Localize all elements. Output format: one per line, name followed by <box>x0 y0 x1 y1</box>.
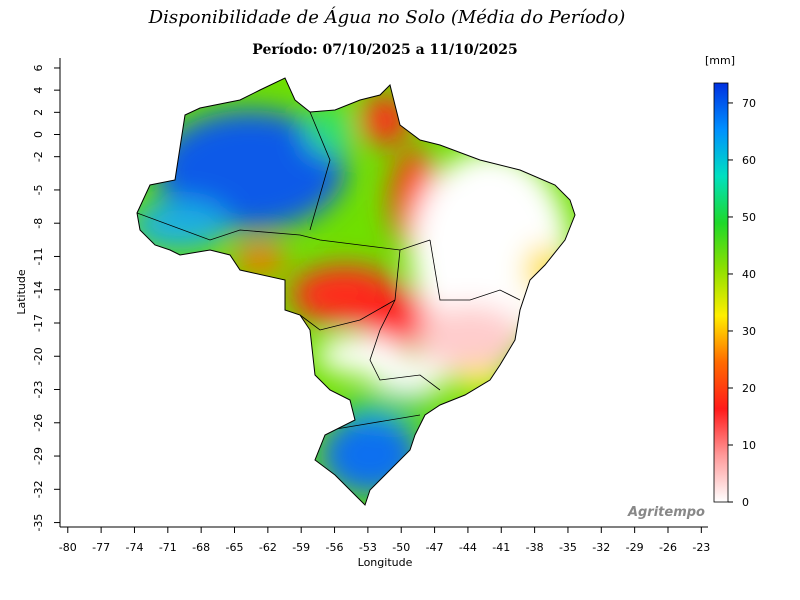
colorbar-unit: [mm] <box>705 54 735 67</box>
y-tick-label: -11 <box>32 247 45 265</box>
y-tick-label: -23 <box>32 381 45 399</box>
colorbar-tick-label: 40 <box>742 268 756 281</box>
title: Disponibilidade de Água no Solo (Média d… <box>148 5 626 28</box>
soil-water-field <box>137 78 575 505</box>
y-tick-label: 2 <box>32 109 45 116</box>
y-tick-label: -29 <box>32 447 45 465</box>
x-tick-label: -53 <box>359 541 377 554</box>
colorbar-tick-label: 30 <box>742 325 756 338</box>
x-tick-label: -44 <box>459 541 477 554</box>
x-axis-label: Longitude <box>358 556 413 569</box>
colorbar-tick-label: 60 <box>742 154 756 167</box>
x-tick-label: -41 <box>492 541 510 554</box>
y-tick-label: 0 <box>32 131 45 138</box>
y-tick-label: -20 <box>32 347 45 365</box>
colorbar-tick-label: 0 <box>742 496 749 509</box>
y-tick-label: 6 <box>32 64 45 71</box>
colorbar-tick-label: 10 <box>742 439 756 452</box>
x-tick-label: -80 <box>59 541 77 554</box>
x-tick-label: -23 <box>692 541 710 554</box>
y-tick-label: -35 <box>32 514 45 532</box>
y-tick-label: -14 <box>32 281 45 299</box>
x-tick-label: -59 <box>292 541 310 554</box>
x-tick-label: -71 <box>159 541 177 554</box>
colorbar-tick-label: 70 <box>742 97 756 110</box>
x-tick-label: -38 <box>526 541 544 554</box>
y-tick-label: 4 <box>32 87 45 94</box>
y-tick-label: -5 <box>32 184 45 195</box>
y-tick-label: -26 <box>32 414 45 432</box>
y-tick-label: -2 <box>32 151 45 162</box>
x-tick-label: -62 <box>259 541 277 554</box>
colorbar-tick-label: 50 <box>742 211 756 224</box>
x-tick-label: -29 <box>626 541 644 554</box>
x-tick-label: -56 <box>326 541 344 554</box>
country-outline <box>136 77 576 506</box>
subtitle: Período: 07/10/2025 a 11/10/2025 <box>252 42 517 58</box>
x-tick-label: -77 <box>92 541 110 554</box>
colorbar-tick-label: 20 <box>742 382 756 395</box>
y-tick-label: -8 <box>32 218 45 229</box>
x-tick-label: -65 <box>226 541 244 554</box>
x-tick-label: -74 <box>125 541 143 554</box>
y-tick-label: -17 <box>32 314 45 332</box>
x-tick-label: -68 <box>192 541 210 554</box>
y-axis-label: Latitude <box>15 269 28 315</box>
y-tick-label: -32 <box>32 480 45 498</box>
x-tick-label: -35 <box>559 541 577 554</box>
x-tick-label: -32 <box>592 541 610 554</box>
x-tick-label: -47 <box>426 541 444 554</box>
x-tick-label: -50 <box>392 541 410 554</box>
credit: Agritempo <box>627 505 705 520</box>
x-tick-label: -26 <box>659 541 677 554</box>
colorbar <box>713 82 729 503</box>
